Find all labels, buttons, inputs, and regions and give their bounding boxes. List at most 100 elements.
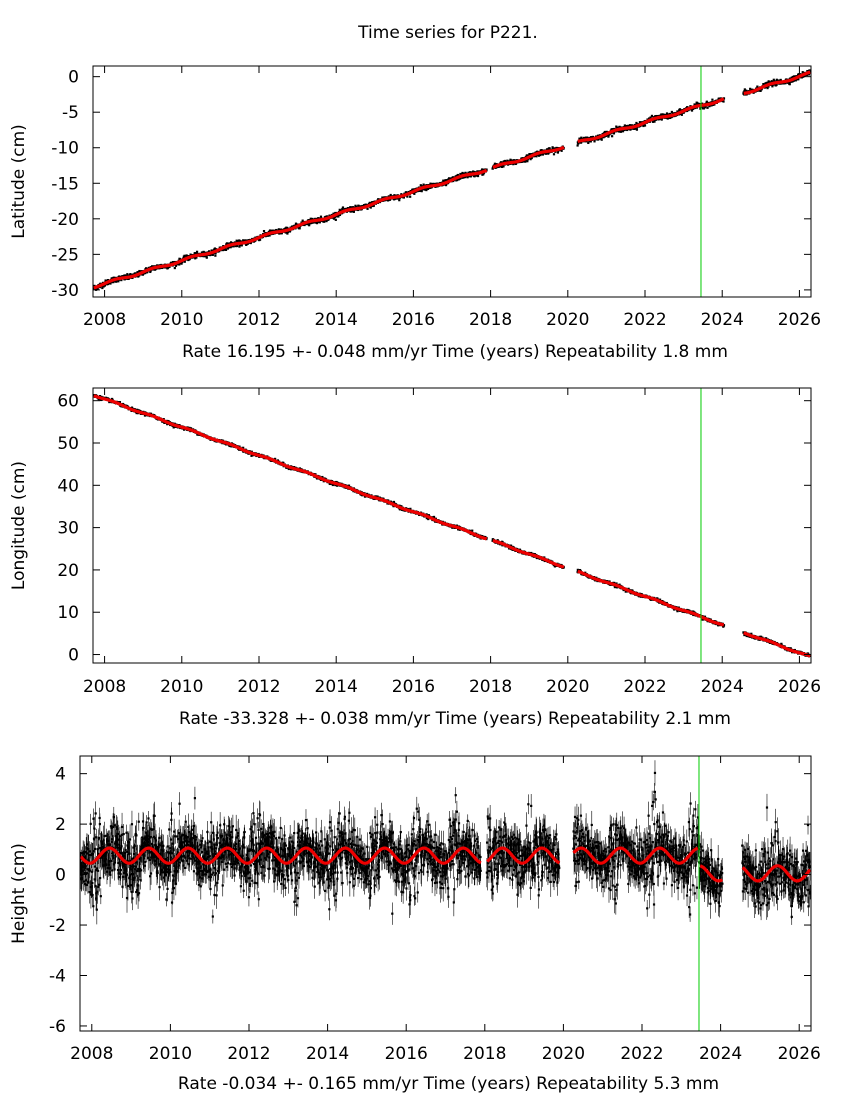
data-point (372, 204, 375, 207)
data-point (481, 168, 484, 171)
data-point (101, 286, 104, 290)
data-point (461, 171, 464, 175)
data-point (560, 149, 563, 152)
data-point (706, 106, 709, 109)
data-point (537, 154, 541, 157)
data-point (521, 160, 524, 163)
data-point (317, 217, 320, 220)
data-point (638, 121, 642, 124)
data-point (711, 98, 714, 101)
data-point (232, 245, 235, 248)
data-point (579, 141, 583, 144)
data-point (743, 88, 746, 91)
data-point (607, 135, 610, 138)
data-point (493, 162, 497, 165)
data-point (427, 517, 430, 521)
data-point (427, 514, 431, 517)
data-point (337, 215, 340, 218)
data-point (620, 129, 623, 133)
data-point (526, 160, 529, 163)
data-point (298, 227, 301, 230)
data-point (429, 182, 432, 185)
data-point (528, 153, 531, 156)
data-point (413, 192, 416, 195)
data-point (352, 210, 355, 213)
data-point (236, 240, 239, 243)
data-point (752, 91, 755, 94)
data-point (268, 229, 272, 232)
data-point (447, 178, 450, 181)
data-point (208, 250, 211, 253)
data-point (545, 148, 549, 151)
x-tick-label: 2022 (623, 310, 666, 330)
data-point (603, 135, 606, 138)
data-point (743, 90, 746, 93)
data-point (183, 254, 186, 257)
data-point (806, 69, 809, 73)
data-point (512, 159, 516, 162)
data-point (258, 238, 262, 241)
data-point (468, 171, 472, 174)
data-point (195, 256, 198, 259)
repeatability-text: Repeatability 1.8 mm (545, 342, 728, 362)
data-point (333, 216, 336, 219)
data-point (466, 176, 469, 179)
data-point (556, 151, 560, 154)
data-point (502, 165, 505, 168)
data-point (214, 252, 217, 255)
data-point (107, 282, 110, 286)
data-point (713, 103, 716, 106)
data-point (702, 107, 705, 110)
data-point (144, 272, 147, 275)
data-point (166, 423, 169, 426)
data-point (589, 136, 593, 139)
data-point (240, 244, 243, 247)
data-point (185, 254, 188, 257)
data-point (341, 206, 345, 209)
data-point (704, 106, 707, 109)
data-point (600, 136, 603, 140)
data-point (387, 199, 390, 202)
data-point (809, 70, 812, 73)
data-point (307, 222, 310, 225)
data-point (807, 73, 811, 76)
data-point (319, 215, 323, 218)
data-point (149, 269, 152, 272)
data-point (351, 210, 354, 213)
data-point (425, 517, 428, 520)
data-point (578, 137, 582, 140)
y-tick-label: -20 (51, 210, 79, 230)
data-point (759, 89, 762, 92)
model-curve (743, 70, 811, 95)
data-point (234, 244, 237, 248)
data-point (661, 113, 664, 116)
data-point (402, 196, 406, 199)
data-point (405, 191, 408, 194)
data-point (794, 79, 797, 82)
data-point (553, 565, 557, 568)
data-point (456, 178, 459, 182)
data-point (463, 176, 467, 179)
data-point (171, 260, 175, 264)
data-point (670, 110, 673, 114)
data-point (767, 85, 770, 88)
data-point (634, 127, 637, 130)
data-point (211, 249, 214, 252)
data-point (652, 120, 655, 123)
data-point (392, 500, 396, 504)
data-point (341, 207, 344, 211)
data-point (193, 252, 196, 255)
x-tick-label: 2020 (546, 310, 589, 330)
data-point (180, 262, 183, 265)
data-point (338, 208, 341, 211)
data-point (697, 102, 700, 105)
model-curve (93, 168, 488, 290)
data-point (589, 140, 592, 143)
data-point (444, 184, 448, 187)
data-point (357, 204, 360, 207)
data-point (422, 183, 425, 186)
data-point (649, 116, 652, 119)
data-point (602, 136, 605, 139)
data-point (272, 229, 275, 232)
data-point (316, 220, 319, 224)
